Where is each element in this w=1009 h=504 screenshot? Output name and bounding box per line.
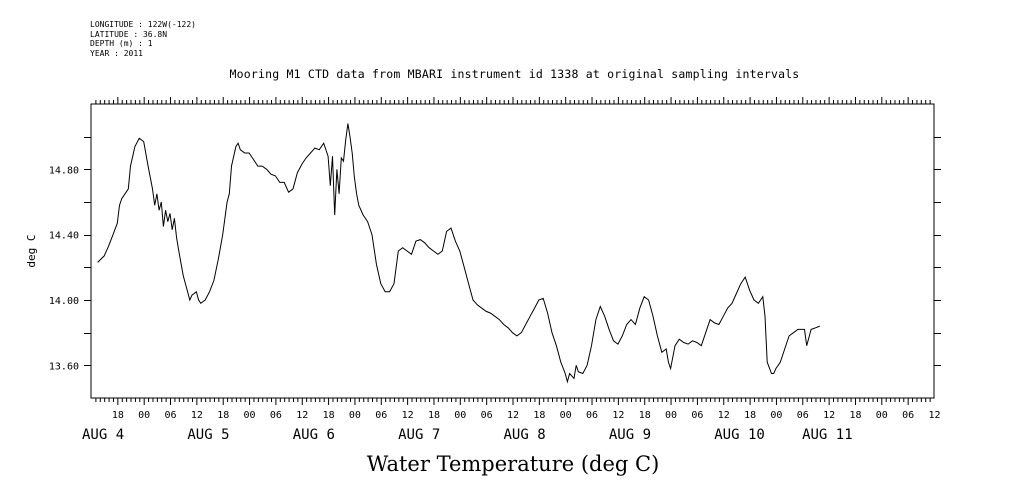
x-hour-label: 00 (876, 410, 888, 421)
x-hour-label: 18 (323, 410, 335, 421)
x-hour-label: 06 (586, 410, 598, 421)
x-day-label: AUG 11 (802, 427, 853, 443)
x-day-label: AUG 6 (293, 427, 335, 443)
x-hour-label: 12 (191, 410, 203, 421)
x-day-label: AUG 9 (609, 427, 651, 443)
x-hour-label: 12 (296, 410, 308, 421)
x-hour-label: 06 (375, 410, 387, 421)
x-hour-label: 06 (165, 410, 177, 421)
x-hour-label: 06 (270, 410, 282, 421)
x-hour-label: 06 (481, 410, 493, 421)
x-day-label: AUG 8 (504, 427, 546, 443)
x-day-label: AUG 10 (714, 427, 765, 443)
series-line (97, 123, 820, 384)
y-tick-label: 13.60 (49, 361, 79, 372)
y-tick-label: 14.40 (49, 231, 79, 242)
longitude-text: LONGITUDE : 122W(-122) (90, 20, 196, 29)
metadata-block: LONGITUDE : 122W(-122) LATITUDE : 36.8N … (90, 20, 196, 58)
axis-ticks (84, 97, 941, 405)
year-text: YEAR : 2011 (90, 48, 143, 58)
x-hour-label: 12 (823, 410, 835, 421)
x-hour-label: 18 (533, 410, 545, 421)
x-hour-label: 18 (849, 410, 861, 421)
x-hour-label: 18 (744, 410, 756, 421)
plot-frame (90, 103, 935, 399)
y-axis-label: deg C (25, 234, 38, 267)
x-hour-label: 12 (718, 410, 730, 421)
x-hour-label: 00 (560, 410, 572, 421)
y-tick-label: 14.00 (49, 296, 79, 307)
x-hour-label: 00 (665, 410, 677, 421)
x-hour-label: 12 (928, 410, 940, 421)
x-hour-label: 18 (639, 410, 651, 421)
x-day-label: AUG 7 (398, 427, 440, 443)
y-tick-label: 14.80 (49, 165, 79, 176)
x-axis-label: Water Temperature (deg C) (366, 452, 660, 476)
x-hour-label: 00 (244, 410, 256, 421)
x-hour-label: 18 (428, 410, 440, 421)
x-hour-label: 12 (507, 410, 519, 421)
depth-text: DEPTH (m) : 1 (90, 39, 153, 48)
x-day-label: AUG 5 (187, 427, 229, 443)
x-hour-label: 12 (402, 410, 414, 421)
x-day-label: AUG 4 (82, 427, 124, 443)
x-hour-label: 06 (797, 410, 809, 421)
x-hour-label: 00 (138, 410, 150, 421)
x-hour-label: 06 (691, 410, 703, 421)
axis-labels: 13.60 14.00 14.40 14.80 18 00 06 12 18 00 06 12 18 00… (49, 165, 941, 443)
x-hour-label: 12 (612, 410, 624, 421)
x-hour-label: 00 (454, 410, 466, 421)
x-hour-label: 00 (349, 410, 361, 421)
x-hour-label: 06 (902, 410, 914, 421)
chart-title: Mooring M1 CTD data from MBARI instrumen… (229, 67, 800, 81)
x-hour-label: 18 (112, 410, 124, 421)
x-hour-label: 00 (770, 410, 782, 421)
x-hour-label: 18 (217, 410, 229, 421)
latitude-text: LATITUDE : 36.8N (90, 29, 168, 39)
